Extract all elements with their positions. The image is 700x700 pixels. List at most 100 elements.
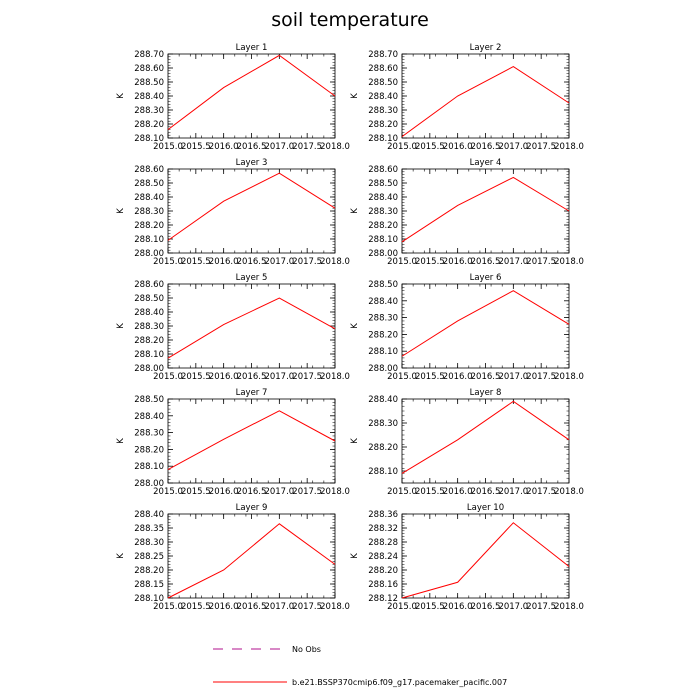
x-tick-label: 2017.0 bbox=[264, 487, 294, 497]
x-tick-label: 2016.0 bbox=[209, 602, 239, 612]
panel-title: Layer 2 bbox=[470, 43, 502, 53]
x-tick-label: 2016.0 bbox=[209, 142, 239, 152]
x-tick-label: 2015.5 bbox=[415, 602, 445, 612]
y-tick-label: 288.20 bbox=[368, 443, 398, 453]
y-axis-label: K bbox=[350, 438, 360, 444]
x-tick-label: 2017.5 bbox=[526, 372, 556, 382]
x-tick-label: 2016.5 bbox=[237, 372, 267, 382]
x-tick-label: 2018.0 bbox=[554, 487, 584, 497]
legend-item: b.e21.BSSP370cmip6.f09_g17.pacemaker_pac… bbox=[213, 678, 507, 687]
x-tick-label: 2018.0 bbox=[320, 602, 350, 612]
panel-layer-9: Layer 9K2015.02015.52016.02016.52017.020… bbox=[116, 503, 350, 612]
panel-layer-1: Layer 1K2015.02015.52016.02016.52017.020… bbox=[116, 43, 350, 152]
series-line bbox=[167, 172, 336, 241]
y-tick-label: 288.16 bbox=[368, 580, 398, 590]
y-tick-label: 288.12 bbox=[368, 594, 398, 604]
y-tick-label: 288.20 bbox=[134, 445, 164, 455]
series-line bbox=[401, 290, 570, 357]
x-tick-label: 2018.0 bbox=[554, 142, 584, 152]
x-tick-label: 2016.0 bbox=[443, 142, 473, 152]
y-tick-label: 288.32 bbox=[368, 524, 398, 534]
x-tick-label: 2017.5 bbox=[526, 602, 556, 612]
x-tick-label: 2016.0 bbox=[443, 257, 473, 267]
x-tick-label: 2015.5 bbox=[181, 372, 211, 382]
y-tick-label: 288.10 bbox=[134, 462, 164, 472]
panel-title: Layer 5 bbox=[236, 273, 268, 283]
plot-frame bbox=[401, 168, 570, 254]
series-line bbox=[401, 176, 570, 243]
x-tick-label: 2017.0 bbox=[264, 602, 294, 612]
y-tick-label: 288.36 bbox=[368, 510, 398, 520]
legend-label: No Obs bbox=[292, 645, 321, 654]
y-tick-label: 288.10 bbox=[134, 350, 164, 360]
x-tick-label: 2015.0 bbox=[387, 142, 417, 152]
y-tick-label: 288.60 bbox=[134, 64, 164, 74]
y-tick-label: 288.25 bbox=[134, 552, 164, 562]
legend-item: No Obs bbox=[213, 645, 321, 654]
x-tick-label: 2018.0 bbox=[554, 602, 584, 612]
y-tick-label: 288.20 bbox=[134, 566, 164, 576]
x-tick-label: 2017.5 bbox=[526, 257, 556, 267]
y-axis-label: K bbox=[350, 93, 360, 99]
y-tick-label: 288.70 bbox=[368, 50, 398, 60]
y-tick-label: 288.50 bbox=[134, 78, 164, 88]
y-tick-label: 288.50 bbox=[134, 395, 164, 405]
x-tick-label: 2015.5 bbox=[415, 372, 445, 382]
y-tick-label: 288.24 bbox=[368, 552, 398, 562]
y-tick-label: 288.20 bbox=[368, 330, 398, 340]
y-axis-label: K bbox=[350, 323, 360, 329]
y-tick-label: 288.30 bbox=[368, 106, 398, 116]
x-tick-label: 2015.5 bbox=[415, 487, 445, 497]
y-tick-label: 288.20 bbox=[134, 120, 164, 130]
series-line bbox=[167, 297, 336, 359]
panel-title: Layer 3 bbox=[236, 158, 268, 168]
x-tick-label: 2018.0 bbox=[554, 372, 584, 382]
x-tick-label: 2016.5 bbox=[471, 257, 501, 267]
y-axis-label: K bbox=[116, 438, 126, 444]
y-tick-label: 288.50 bbox=[368, 179, 398, 189]
y-tick-label: 288.00 bbox=[368, 364, 398, 374]
y-tick-label: 288.40 bbox=[368, 395, 398, 405]
y-tick-label: 288.20 bbox=[368, 221, 398, 231]
x-tick-label: 2018.0 bbox=[320, 257, 350, 267]
x-tick-label: 2016.5 bbox=[237, 487, 267, 497]
x-tick-label: 2015.5 bbox=[415, 257, 445, 267]
y-tick-label: 288.10 bbox=[134, 134, 164, 144]
plot-frame bbox=[167, 398, 336, 484]
x-tick-label: 2015.0 bbox=[153, 257, 183, 267]
x-tick-label: 2016.0 bbox=[443, 372, 473, 382]
panels-group: Layer 1K2015.02015.52016.02016.52017.020… bbox=[116, 43, 584, 612]
y-tick-label: 288.10 bbox=[134, 235, 164, 245]
x-tick-label: 2016.5 bbox=[471, 487, 501, 497]
panel-layer-8: Layer 8K2015.02015.52016.02016.52017.020… bbox=[350, 388, 584, 497]
y-tick-label: 288.60 bbox=[134, 165, 164, 175]
series-line bbox=[167, 410, 336, 470]
plot-frame bbox=[401, 513, 570, 599]
y-tick-label: 288.60 bbox=[368, 64, 398, 74]
x-tick-label: 2017.0 bbox=[498, 142, 528, 152]
y-tick-label: 288.35 bbox=[134, 524, 164, 534]
x-tick-label: 2016.0 bbox=[443, 487, 473, 497]
x-tick-label: 2018.0 bbox=[320, 372, 350, 382]
y-tick-label: 288.30 bbox=[368, 419, 398, 429]
y-tick-label: 288.00 bbox=[368, 249, 398, 259]
y-tick-label: 288.60 bbox=[368, 165, 398, 175]
y-axis-label: K bbox=[350, 208, 360, 214]
x-tick-label: 2016.0 bbox=[209, 372, 239, 382]
legend: No Obs b.e21.BSSP370cmip6.f09_g17.pacemak… bbox=[213, 645, 507, 687]
y-tick-label: 288.10 bbox=[134, 594, 164, 604]
panel-layer-2: Layer 2K2015.02015.52016.02016.52017.020… bbox=[350, 43, 584, 152]
x-tick-label: 2015.0 bbox=[153, 142, 183, 152]
y-tick-label: 288.10 bbox=[368, 235, 398, 245]
plot-frame bbox=[167, 168, 336, 254]
panel-layer-6: Layer 6K2015.02015.52016.02016.52017.020… bbox=[350, 273, 584, 382]
y-tick-label: 288.00 bbox=[134, 479, 164, 489]
legend-label: b.e21.BSSP370cmip6.f09_g17.pacemaker_pac… bbox=[292, 678, 507, 687]
plot-frame bbox=[401, 398, 570, 484]
x-tick-label: 2016.5 bbox=[471, 602, 501, 612]
panel-layer-4: Layer 4K2015.02015.52016.02016.52017.020… bbox=[350, 158, 584, 267]
x-tick-label: 2015.0 bbox=[387, 372, 417, 382]
x-tick-label: 2016.5 bbox=[237, 142, 267, 152]
y-axis-label: K bbox=[116, 323, 126, 329]
